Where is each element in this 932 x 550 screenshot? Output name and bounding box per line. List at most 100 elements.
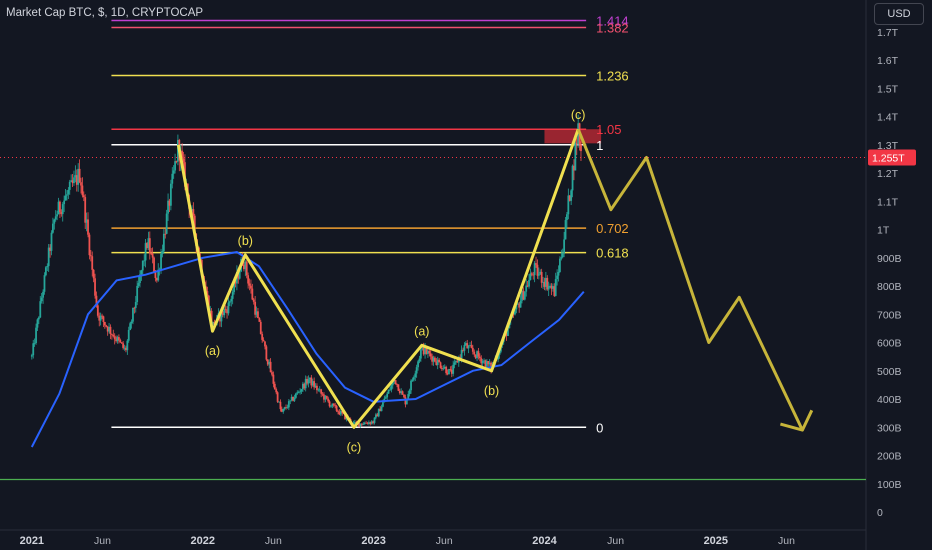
candle-body [449, 368, 452, 370]
chart-title: Market Cap BTC, $, 1D, CRYPTOCAP [6, 7, 204, 19]
wave-label: (a) [205, 344, 220, 358]
candle-body [330, 405, 332, 407]
y-tick-label: 1.7T [877, 27, 899, 39]
candle-body [289, 400, 292, 402]
x-tick-label: 2023 [361, 535, 385, 547]
candle-body [175, 161, 178, 162]
candle-body [73, 177, 75, 184]
candle-body [136, 285, 139, 303]
elliott-wave-path [176, 128, 580, 429]
candle-body [362, 424, 365, 426]
candle-body [46, 266, 49, 268]
candle-body [557, 272, 560, 276]
candle-body [529, 273, 532, 280]
candle-body [379, 408, 382, 412]
candle-body [81, 185, 84, 196]
candle-body [118, 337, 120, 340]
candle-body [422, 345, 425, 355]
candle-body [464, 343, 467, 346]
candle-body [483, 360, 485, 362]
candle-body [59, 201, 61, 212]
candle-body [352, 422, 355, 425]
candle-body [102, 316, 105, 322]
candle-body [574, 142, 577, 171]
candle-body [484, 360, 487, 367]
y-tick-label: 400B [877, 394, 902, 406]
candle-body [398, 390, 401, 394]
candle-body [300, 389, 303, 392]
candle-body [279, 401, 282, 410]
candle-body [220, 311, 223, 322]
candle-body [313, 381, 316, 388]
candle-body [476, 351, 478, 359]
candle-body [258, 318, 261, 322]
candle-body [251, 288, 254, 300]
candle-body [112, 334, 115, 337]
candle-body [368, 422, 370, 424]
candle-body [463, 345, 466, 351]
candle-body [577, 123, 580, 145]
candle-body [264, 341, 266, 347]
candle-body [247, 275, 250, 284]
y-tick-label: 900B [877, 253, 902, 265]
candle-body [474, 354, 477, 359]
x-tick-label: Jun [265, 535, 282, 547]
candle-body [316, 385, 318, 391]
candle-body [542, 281, 544, 283]
candle-body [331, 403, 334, 406]
candle-body [168, 200, 171, 206]
candle-body [87, 219, 89, 235]
candle-body [390, 385, 393, 390]
candle-body [401, 391, 404, 395]
candle-body [419, 349, 422, 359]
candle-body [103, 321, 106, 326]
candle-body [365, 422, 367, 424]
candle-body [254, 301, 257, 315]
candle-body [485, 361, 488, 367]
candle-body [324, 395, 327, 400]
candle-body [125, 347, 127, 351]
candle-body [441, 367, 443, 370]
candle-body [425, 346, 428, 354]
candle-body [181, 150, 184, 159]
candle-body [341, 411, 344, 413]
candle-body [39, 301, 42, 318]
candle-body [310, 377, 313, 386]
candle-body [150, 253, 153, 255]
candle-body [507, 328, 509, 336]
candle-body [415, 367, 418, 374]
x-tick-label: 2025 [704, 535, 728, 547]
candle-body [321, 393, 324, 395]
candle-body [325, 395, 328, 399]
candle-body [335, 405, 338, 411]
candle-body [110, 334, 113, 335]
candle-body [540, 271, 543, 283]
candle-body [408, 390, 411, 395]
y-tick-label: 500B [877, 366, 902, 378]
candle-body [394, 380, 397, 385]
candle-body [272, 374, 275, 384]
candle-body [54, 216, 57, 220]
x-tick-label: Jun [436, 535, 453, 547]
currency-button[interactable]: USD [874, 3, 924, 25]
candle-body [334, 405, 337, 407]
fib-level-label: 0.618 [596, 246, 629, 261]
candle-body [108, 326, 110, 332]
candle-body [237, 272, 240, 279]
candle-body [49, 247, 51, 251]
candle-body [397, 384, 400, 391]
candle-body [287, 401, 290, 408]
candle-body [82, 195, 85, 198]
candle-body [537, 273, 540, 276]
candle-body [391, 381, 394, 386]
candle-body [455, 360, 457, 363]
x-tick-label: 2022 [190, 535, 214, 547]
candle-body [139, 274, 141, 284]
candle-body [568, 195, 571, 201]
candle-body [250, 285, 252, 289]
candle-body [228, 301, 231, 303]
candle-body [359, 423, 362, 427]
candle-body [271, 372, 273, 375]
candle-body [275, 389, 278, 393]
